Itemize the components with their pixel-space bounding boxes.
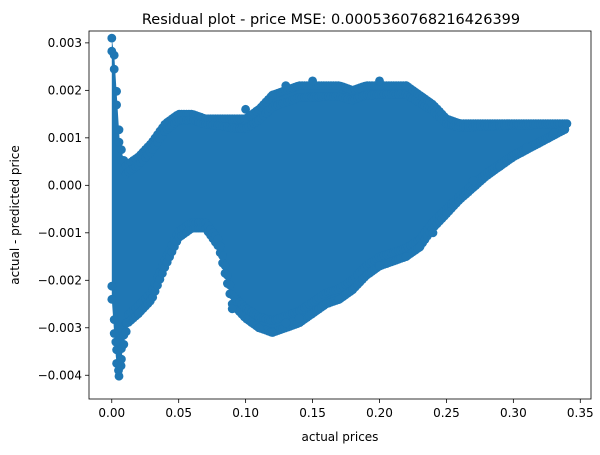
x-tick-label: 0.25 [433, 406, 460, 420]
scatter-point [114, 137, 124, 147]
x-axis: 0.00 0.05 0.10 0.15 0.20 0.25 0.30 0.35 [98, 399, 594, 420]
scatter-point [109, 50, 119, 60]
scatter-point [117, 145, 126, 155]
scatter-point [468, 176, 478, 186]
x-tick-label: 0.05 [165, 406, 192, 420]
y-tick-label: 0.002 [48, 83, 82, 97]
scatter-point [109, 64, 119, 74]
scatter-point [268, 328, 277, 337]
y-tick-label: −0.004 [38, 368, 82, 382]
scatter-point [114, 125, 124, 135]
scatter-point [122, 318, 131, 328]
scatter-point [112, 100, 121, 110]
scatter-point [308, 76, 317, 86]
scatter-point [111, 337, 121, 347]
scatter-point [116, 361, 126, 371]
scatter-point [225, 280, 235, 290]
scatter-point [549, 128, 558, 138]
x-tick-label: 0.35 [567, 406, 594, 420]
scatter-point [442, 209, 451, 219]
scatter-point [241, 104, 251, 114]
scatter-point [562, 119, 572, 128]
scatter-point [121, 327, 131, 336]
y-tick-label: −0.001 [38, 226, 82, 240]
y-axis-title: actual - predicted price [8, 145, 22, 285]
y-tick-label: 0.001 [48, 131, 82, 145]
scatter-point [223, 270, 232, 280]
scatter-point [428, 228, 438, 238]
scatter-marks [107, 33, 572, 381]
scatter-point [220, 261, 230, 270]
scatter-point [334, 294, 344, 304]
x-tick-label: 0.20 [366, 406, 393, 420]
scatter-point [112, 86, 121, 96]
plot-frame [88, 30, 592, 400]
y-axis: −0.004 −0.003 −0.002 −0.001 0.000 0.001 0.002 0… [38, 36, 89, 382]
scatter-point [119, 340, 129, 349]
x-axis-title: actual prices [302, 430, 379, 444]
scatter-point [227, 304, 237, 314]
scatter-point [254, 323, 264, 333]
scatter-point [375, 261, 384, 271]
scatter-point [401, 81, 411, 90]
scatter-point [117, 354, 126, 364]
scatter-point [281, 318, 291, 328]
scatter-point [281, 81, 291, 90]
scatter-point [268, 90, 277, 100]
scatter-point [109, 315, 119, 324]
scatter-point [495, 161, 505, 171]
scatter-point [401, 252, 411, 261]
scatter-point [218, 251, 228, 261]
scatter-point [107, 33, 117, 43]
x-tick-label: 0.00 [98, 406, 125, 420]
scatter-point [375, 76, 384, 86]
x-tick-label: 0.10 [232, 406, 259, 420]
y-tick-label: −0.002 [38, 273, 82, 287]
scatter-point [294, 313, 304, 323]
scatter-point [134, 309, 143, 318]
x-tick-label: 0.15 [299, 406, 326, 420]
scatter-point [107, 281, 117, 291]
x-tick-label: 0.30 [500, 406, 527, 420]
y-tick-label: 0.003 [48, 36, 82, 50]
y-tick-label: −0.003 [38, 321, 82, 335]
scatter-point [415, 242, 425, 252]
scatter-point [522, 142, 532, 152]
scatter-point [213, 234, 223, 244]
scatter-point [107, 294, 117, 304]
chart-title: Residual plot - price MSE: 0.00053607682… [142, 12, 520, 28]
scatter-point [215, 241, 225, 251]
scatter-point [109, 329, 119, 338]
y-tick-label: 0.000 [48, 178, 82, 192]
